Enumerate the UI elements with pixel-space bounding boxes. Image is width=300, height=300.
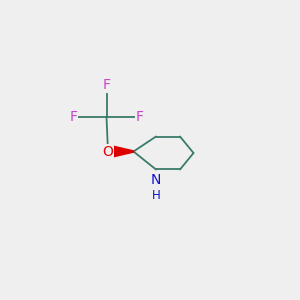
Text: O: O <box>103 145 113 158</box>
Text: N: N <box>151 172 161 187</box>
Text: F: F <box>136 110 143 124</box>
Text: F: F <box>70 110 77 124</box>
Text: F: F <box>103 79 110 92</box>
Polygon shape <box>108 145 134 158</box>
Text: H: H <box>152 189 160 202</box>
